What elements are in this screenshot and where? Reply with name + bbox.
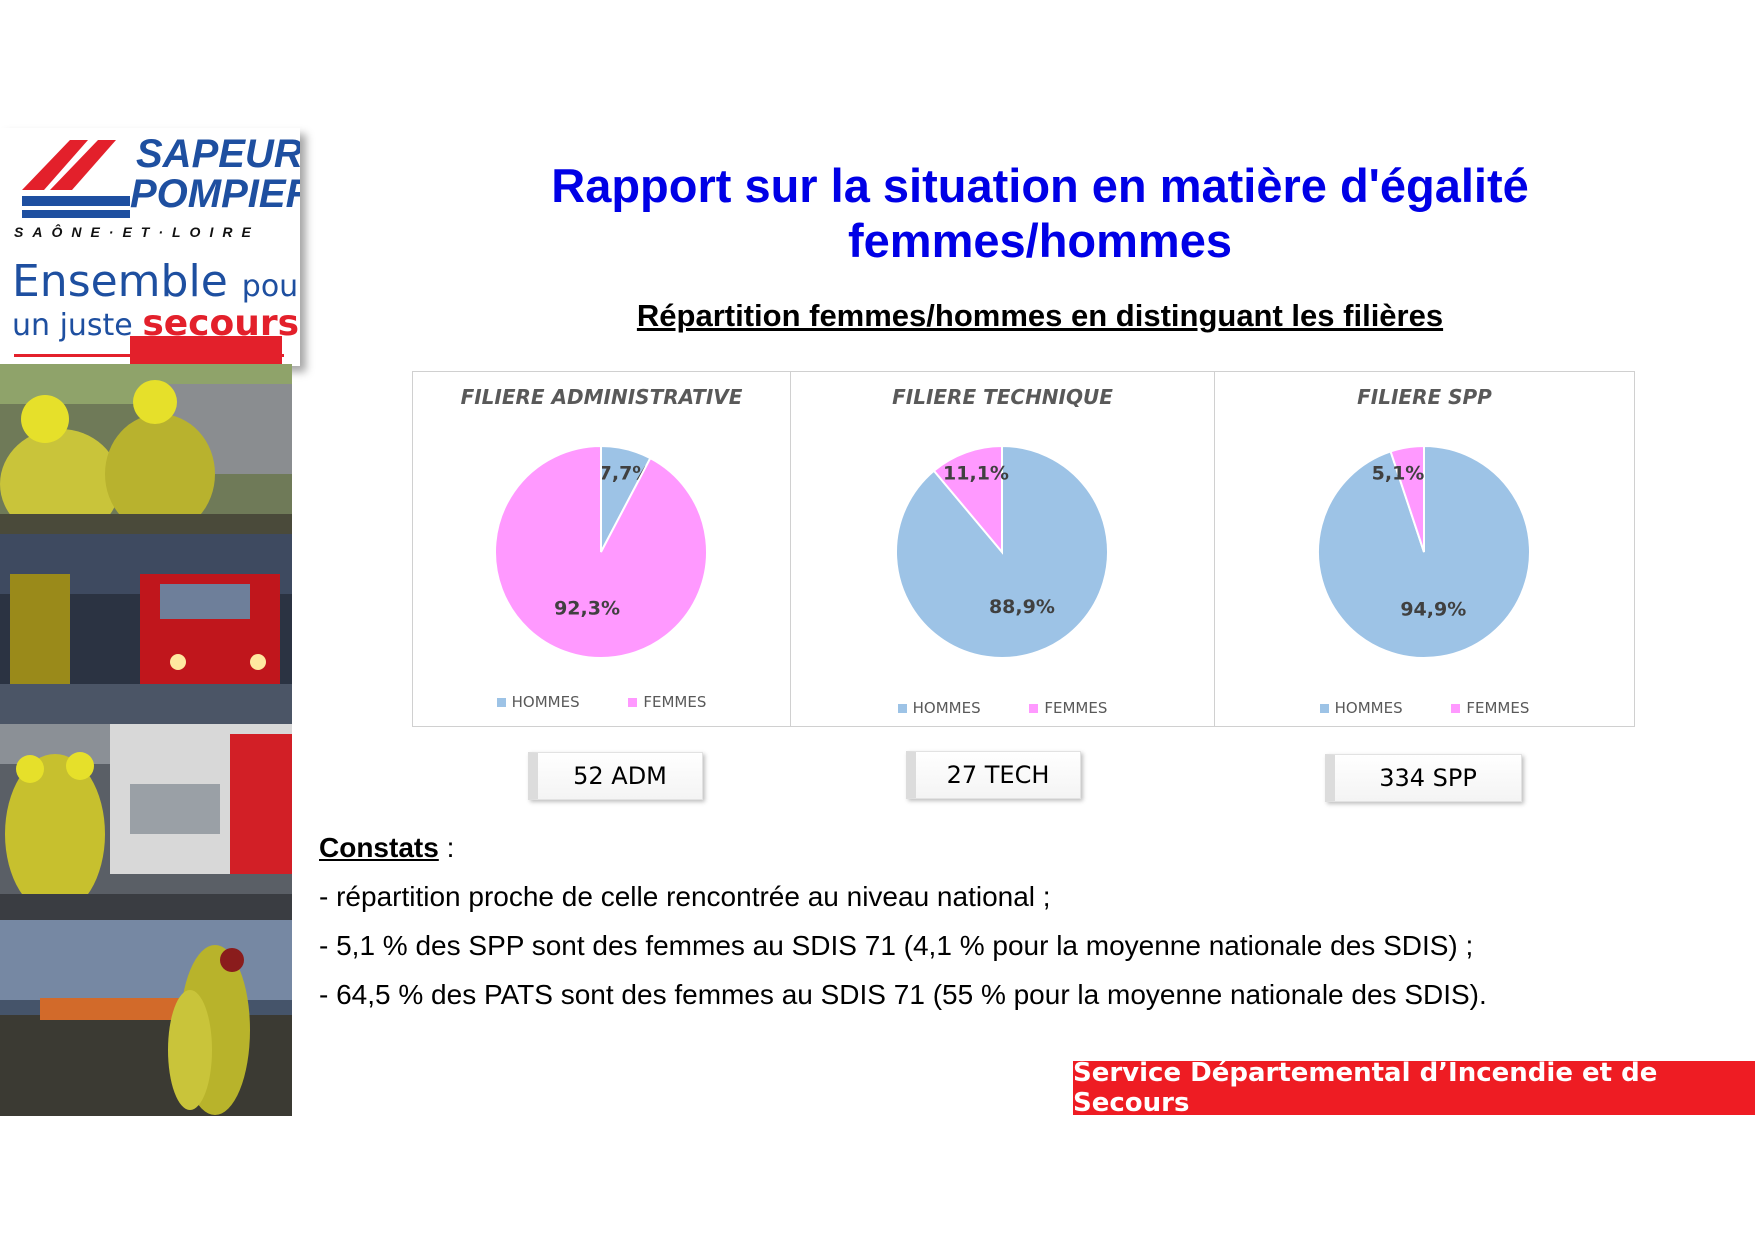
logo-text-pompiers: POMPIERS bbox=[130, 172, 300, 216]
legend-label-hommes: HOMMES bbox=[912, 699, 981, 717]
logo-slogan-secours: secours bbox=[142, 303, 300, 344]
chart-legend-technique: HOMMES FEMMES bbox=[791, 699, 1214, 717]
photo-strip bbox=[0, 364, 292, 1116]
chart-panel-technique: FILIERE TECHNIQUE 88,9% 11,1% HOMMES FEMM… bbox=[790, 371, 1215, 727]
legend-swatch-femmes bbox=[1451, 704, 1461, 713]
legend-swatch-hommes bbox=[496, 698, 506, 707]
photo-ambulance bbox=[0, 724, 292, 920]
legend-swatch-femmes bbox=[628, 698, 638, 707]
legend-swatch-femmes bbox=[1029, 704, 1039, 713]
chart-panel-administrative: FILIERE ADMINISTRATIVE 7,7% 92,3% HOMMES … bbox=[412, 371, 791, 727]
photo-fire-truck bbox=[0, 534, 292, 724]
logo-slogan-pour: pour bbox=[241, 269, 300, 304]
chart-legend-spp: HOMMES FEMMES bbox=[1215, 699, 1634, 717]
page-title: Rapport sur la situation en matière d'ég… bbox=[551, 159, 1529, 267]
legend-label-hommes: HOMMES bbox=[511, 693, 580, 711]
count-box-tech: 27 TECH bbox=[906, 751, 1081, 799]
legend-label-femmes: FEMMES bbox=[1466, 699, 1530, 717]
constats-section: Constats : - répartition proche de celle… bbox=[319, 832, 1699, 1028]
logo-slogan-line1: Ensemble pour bbox=[12, 258, 300, 311]
constats-line-1: - répartition proche de celle rencontrée… bbox=[319, 881, 1051, 912]
chart-title-administrative: FILIERE ADMINISTRATIVE bbox=[460, 385, 743, 409]
data-label-hommes: 7,7% bbox=[599, 463, 652, 485]
constats-heading-line: Constats : bbox=[319, 832, 1699, 863]
chart-title-technique: FILIERE TECHNIQUE bbox=[892, 385, 1113, 409]
pie-slice-femmes bbox=[1389, 444, 1425, 553]
legend-label-femmes: FEMMES bbox=[1044, 699, 1108, 717]
sdis-logo: SAPEURS POMPIERS SAÔNE·ET·LOIRE Ensemble… bbox=[0, 128, 300, 366]
photo-rescue bbox=[0, 364, 292, 534]
legend-swatch-hommes bbox=[1319, 704, 1329, 713]
data-label-hommes: 88,9% bbox=[989, 596, 1055, 618]
pie-chart-spp: 94,9% 5,1% bbox=[1317, 444, 1531, 659]
data-label-femmes: 11,1% bbox=[943, 463, 1009, 485]
legend-item-hommes: HOMMES bbox=[1319, 699, 1403, 717]
pie-chart-administrative: 7,7% 92,3% bbox=[494, 444, 708, 659]
legend-label-hommes: HOMMES bbox=[1334, 699, 1403, 717]
legend-swatch-hommes bbox=[897, 704, 907, 713]
count-box-spp: 334 SPP bbox=[1325, 754, 1522, 802]
legend-item-femmes: FEMMES bbox=[1451, 699, 1529, 717]
footer-banner: Service Départemental d’Incendie et de S… bbox=[1073, 1058, 1755, 1118]
logo-region: SAÔNE·ET·LOIRE bbox=[14, 224, 260, 240]
legend-item-femmes: FEMMES bbox=[628, 693, 706, 711]
logo-text-sapeurs: SAPEURS bbox=[136, 132, 300, 176]
constats-line-2: - 5,1 % des SPP sont des femmes au SDIS … bbox=[319, 930, 1474, 961]
data-label-femmes: 5,1% bbox=[1372, 463, 1425, 485]
logo-flag-icon bbox=[14, 140, 284, 366]
pie-slice-femmes bbox=[932, 444, 1003, 555]
chart-legend-administrative: HOMMES FEMMES bbox=[413, 693, 790, 711]
pie-slice-hommes bbox=[895, 444, 1109, 659]
legend-item-hommes: HOMMES bbox=[496, 693, 580, 711]
pie-slice-femmes bbox=[494, 444, 708, 659]
pie-chart-technique: 88,9% 11,1% bbox=[895, 444, 1109, 659]
logo-slogan-unjuste: un juste bbox=[12, 308, 133, 343]
count-box-adm: 52 ADM bbox=[528, 752, 703, 800]
constats-colon: : bbox=[438, 832, 455, 863]
legend-item-femmes: FEMMES bbox=[1029, 699, 1107, 717]
legend-label-femmes: FEMMES bbox=[643, 693, 707, 711]
constats-heading: Constats bbox=[319, 832, 439, 863]
data-label-femmes: 92,3% bbox=[554, 598, 620, 620]
data-label-hommes: 94,9% bbox=[1400, 599, 1466, 621]
legend-item-hommes: HOMMES bbox=[897, 699, 981, 717]
logo-slogan-line2: un juste secours bbox=[12, 306, 299, 344]
logo-slogan-ensemble: Ensemble bbox=[12, 256, 228, 307]
chart-title-spp: FILIERE SPP bbox=[1357, 385, 1492, 409]
constats-line-3: - 64,5 % des PATS sont des femmes au SDI… bbox=[319, 979, 1487, 1010]
page-subtitle: Répartition femmes/hommes en distinguant… bbox=[636, 298, 1444, 333]
photo-field-fire bbox=[0, 920, 292, 1116]
chart-panel-spp: FILIERE SPP 94,9% 5,1% HOMMES FEMMES bbox=[1214, 371, 1635, 727]
